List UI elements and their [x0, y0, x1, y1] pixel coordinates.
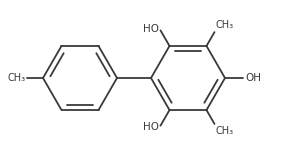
- Text: CH₃: CH₃: [215, 20, 234, 30]
- Text: HO: HO: [143, 122, 160, 132]
- Text: OH: OH: [245, 73, 261, 83]
- Text: CH₃: CH₃: [215, 126, 234, 136]
- Text: CH₃: CH₃: [8, 73, 26, 83]
- Text: HO: HO: [143, 24, 160, 34]
